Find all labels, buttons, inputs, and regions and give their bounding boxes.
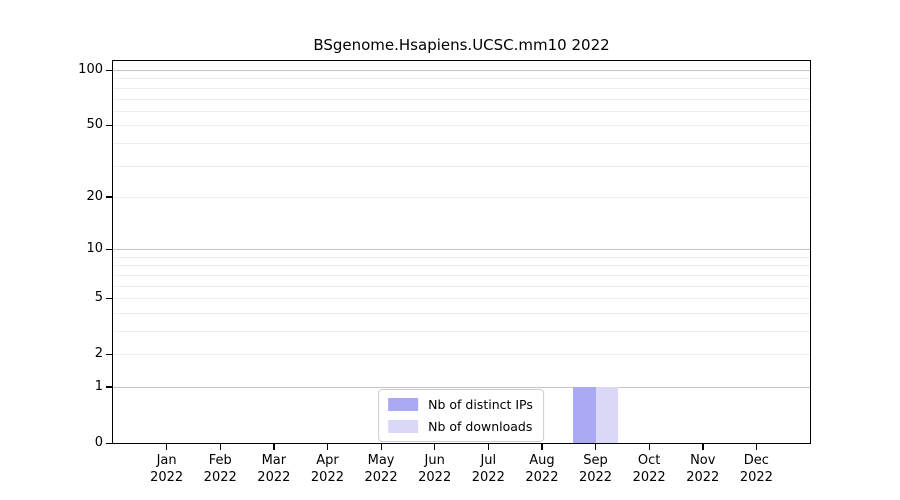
legend-swatch-distinct-ips-icon bbox=[388, 398, 419, 411]
x-axis-tick-label: Sep 2022 bbox=[578, 453, 613, 485]
x-axis-tick-label: Oct 2022 bbox=[632, 453, 666, 485]
y-axis-tick bbox=[106, 196, 112, 198]
gridline-minor bbox=[113, 165, 810, 167]
legend-item-distinct-ips: Nb of distinct IPs bbox=[388, 395, 533, 414]
y-axis-tick-label: 1 bbox=[94, 378, 103, 394]
x-axis-tick bbox=[380, 444, 382, 450]
x-axis-tick bbox=[648, 444, 650, 450]
x-axis-tick-label: Feb 2022 bbox=[203, 453, 237, 485]
plot-area bbox=[113, 61, 810, 443]
gridline-major bbox=[113, 249, 810, 251]
x-axis-tick-label: Jul 2022 bbox=[471, 453, 505, 485]
y-axis-tick bbox=[106, 386, 112, 388]
gridline-minor bbox=[113, 265, 810, 267]
gridline-minor bbox=[113, 354, 810, 356]
bar-distinct-ips bbox=[573, 386, 596, 443]
x-axis-tick-label: Nov 2022 bbox=[686, 453, 720, 485]
legend-label-distinct-ips: Nb of distinct IPs bbox=[428, 397, 533, 412]
x-axis-tick-label: Jun 2022 bbox=[418, 453, 452, 485]
gridline-minor bbox=[113, 142, 810, 144]
chart-title: BSgenome.Hsapiens.UCSC.mm10 2022 bbox=[313, 36, 610, 54]
y-axis-tick-label: 5 bbox=[94, 290, 103, 306]
gridline-minor bbox=[113, 98, 810, 100]
y-axis-tick-label: 100 bbox=[78, 62, 103, 78]
gridline-minor bbox=[113, 196, 810, 198]
x-axis-tick-label: Aug 2022 bbox=[525, 453, 559, 485]
x-axis-tick-label: May 2022 bbox=[364, 453, 398, 485]
y-axis-tick bbox=[106, 69, 112, 71]
legend-label-downloads: Nb of downloads bbox=[428, 419, 533, 434]
gridline-minor bbox=[113, 312, 810, 314]
x-axis-tick bbox=[273, 444, 275, 450]
x-axis-tick bbox=[166, 444, 168, 450]
y-axis-tick bbox=[106, 442, 112, 444]
bar-downloads bbox=[595, 386, 619, 443]
y-axis-tick bbox=[106, 353, 112, 356]
gridline-minor bbox=[113, 87, 810, 89]
gridline-minor bbox=[113, 330, 810, 332]
legend: Nb of distinct IPs Nb of downloads bbox=[378, 389, 544, 442]
y-axis-tick-label: 50 bbox=[86, 117, 103, 133]
x-axis-tick-label: Apr 2022 bbox=[310, 453, 344, 485]
gridline-major bbox=[113, 386, 810, 388]
y-axis-tick-label: 20 bbox=[86, 188, 103, 204]
y-axis-tick-label: 2 bbox=[94, 346, 103, 362]
y-axis-tick bbox=[106, 297, 112, 299]
x-axis-tick bbox=[595, 444, 597, 450]
legend-item-downloads: Nb of downloads bbox=[388, 417, 533, 436]
x-axis-tick bbox=[487, 444, 490, 450]
x-axis-tick bbox=[434, 444, 436, 450]
gridline-minor bbox=[113, 274, 810, 276]
x-axis-tick bbox=[541, 444, 543, 450]
y-axis-tick bbox=[106, 248, 112, 251]
gridline-minor bbox=[113, 125, 810, 127]
x-axis-tick bbox=[755, 444, 758, 450]
gridline-minor bbox=[113, 78, 810, 80]
gridline-minor bbox=[113, 110, 810, 112]
x-axis-tick-label: Jan 2022 bbox=[150, 453, 184, 485]
gridline-major bbox=[113, 70, 810, 72]
legend-swatch-downloads-icon bbox=[388, 420, 419, 433]
gridline-minor bbox=[113, 285, 810, 287]
x-axis-tick bbox=[326, 444, 329, 450]
y-axis-tick-label: 0 bbox=[94, 435, 103, 450]
x-axis-tick bbox=[702, 444, 704, 450]
y-axis-tick-label: 10 bbox=[86, 241, 103, 257]
x-axis-tick bbox=[219, 444, 222, 450]
y-axis-tick bbox=[106, 124, 112, 127]
x-axis-tick-label: Mar 2022 bbox=[257, 453, 291, 485]
gridline-minor bbox=[113, 256, 810, 258]
x-axis-tick-label: Dec 2022 bbox=[739, 453, 773, 485]
gridline-minor bbox=[113, 298, 810, 300]
